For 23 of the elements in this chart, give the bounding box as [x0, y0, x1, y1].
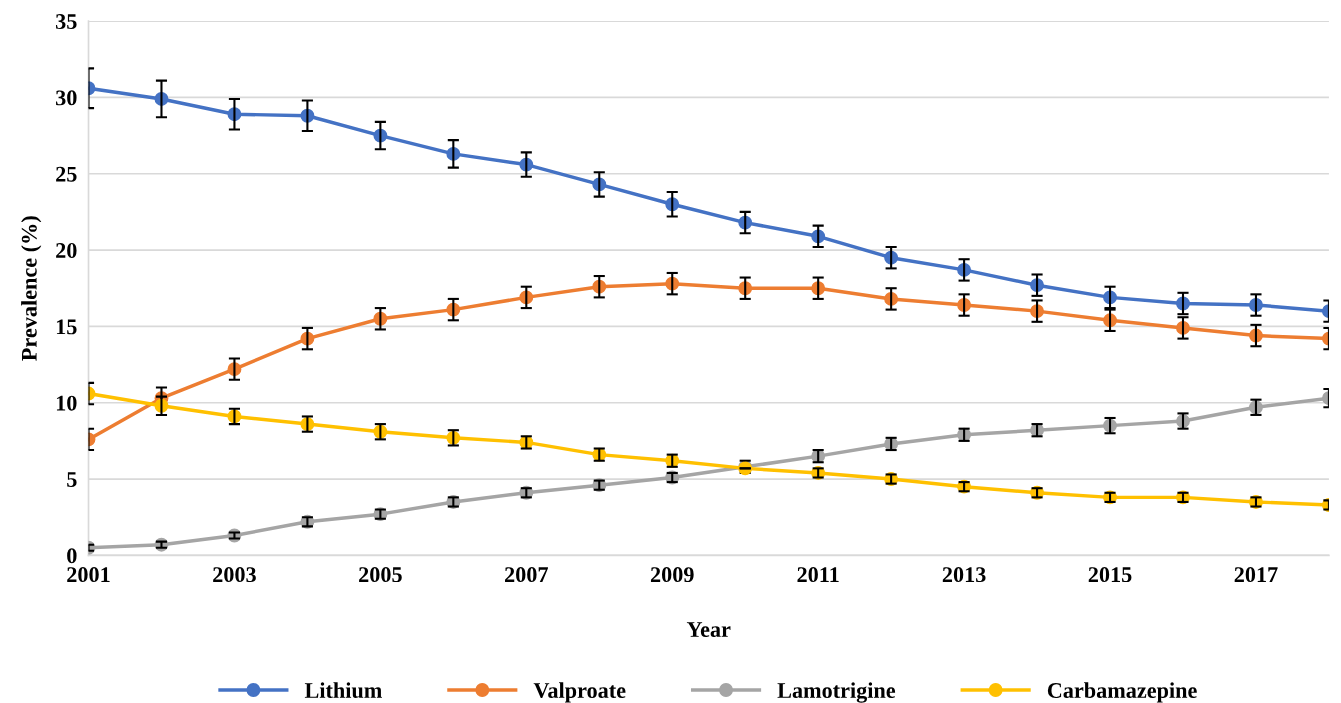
- y-tick-label: 35: [56, 14, 77, 30]
- x-tick-label: 2017: [1234, 567, 1278, 583]
- legend-label: Lamotrigine: [777, 682, 896, 703]
- legend-label: Valproate: [533, 682, 626, 703]
- x-tick-label: 2007: [505, 567, 548, 583]
- x-tick-label: 2005: [359, 567, 402, 583]
- x-tick-label: 2013: [942, 567, 986, 583]
- y-tick-label: 30: [56, 90, 77, 106]
- x-tick-label: 2015: [1088, 567, 1132, 583]
- y-tick-label: 10: [56, 395, 77, 411]
- y-tick-label: 15: [56, 319, 77, 335]
- y-tick-label: 25: [56, 166, 77, 182]
- y-tick-label: 20: [56, 243, 77, 258]
- y-tick-label: 5: [67, 472, 77, 487]
- x-tick-label: 2009: [650, 567, 694, 583]
- x-tick-label: 2011: [797, 567, 839, 583]
- x-axis-title: Year: [686, 622, 731, 637]
- x-tick-label: 2001: [67, 567, 110, 583]
- legend-label: Carbamazepine: [1047, 682, 1197, 703]
- y-axis-title: Prevalence (%): [21, 216, 42, 361]
- legend-label: Lithium: [304, 682, 382, 699]
- x-tick-label: 2003: [213, 567, 256, 583]
- y-tick-label: 0: [67, 548, 77, 564]
